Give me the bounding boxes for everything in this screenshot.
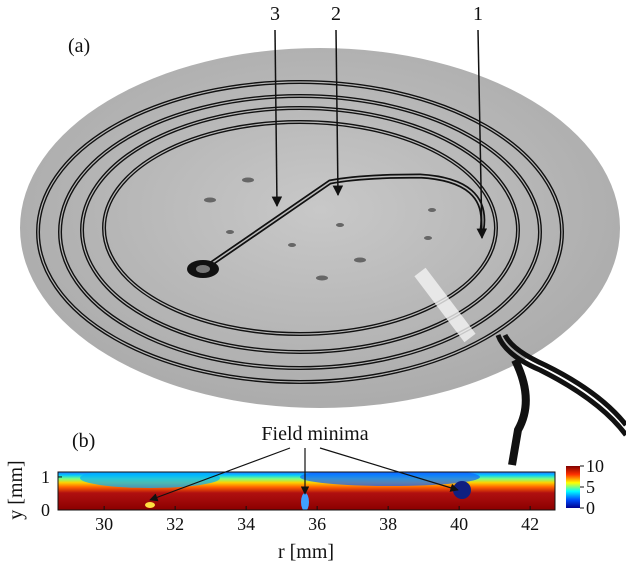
x-tick-label: 40: [450, 514, 468, 534]
marker-label: 3: [270, 3, 280, 25]
colorbar-tick-label: 5: [586, 477, 595, 497]
marker-label: 1: [473, 3, 483, 25]
x-tick-label: 30: [95, 514, 113, 534]
panel-label: (a): [68, 35, 90, 57]
figure: (a) 1 2 3 (b) Field minima r [mm] y [mm]…: [0, 0, 626, 574]
colorbar-tick-label: 0: [586, 498, 595, 518]
x-tick-label: 32: [166, 514, 184, 534]
x-tick-label: 42: [521, 514, 539, 534]
x-tick-label: 38: [379, 514, 397, 534]
colorbar-tick-label: 10: [586, 456, 604, 476]
y-tick-label: 0: [41, 500, 50, 520]
annotation: Field minima: [261, 423, 368, 445]
disk-rendering: [20, 48, 626, 465]
panel-label: (b): [72, 430, 95, 452]
marker-label: 2: [331, 3, 341, 25]
x-tick-label: 34: [237, 514, 255, 534]
y-tick-label: 1: [41, 467, 50, 487]
x-axis-label: r [mm]: [278, 541, 334, 563]
field-map: [58, 468, 555, 511]
y-axis-label: y [mm]: [5, 460, 27, 519]
x-tick-label: 36: [308, 514, 326, 534]
colorbar: [566, 466, 580, 508]
